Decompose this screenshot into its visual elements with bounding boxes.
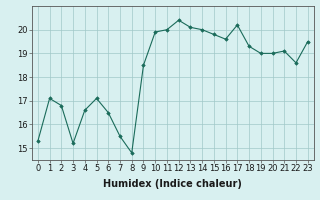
X-axis label: Humidex (Indice chaleur): Humidex (Indice chaleur) [103, 179, 242, 189]
